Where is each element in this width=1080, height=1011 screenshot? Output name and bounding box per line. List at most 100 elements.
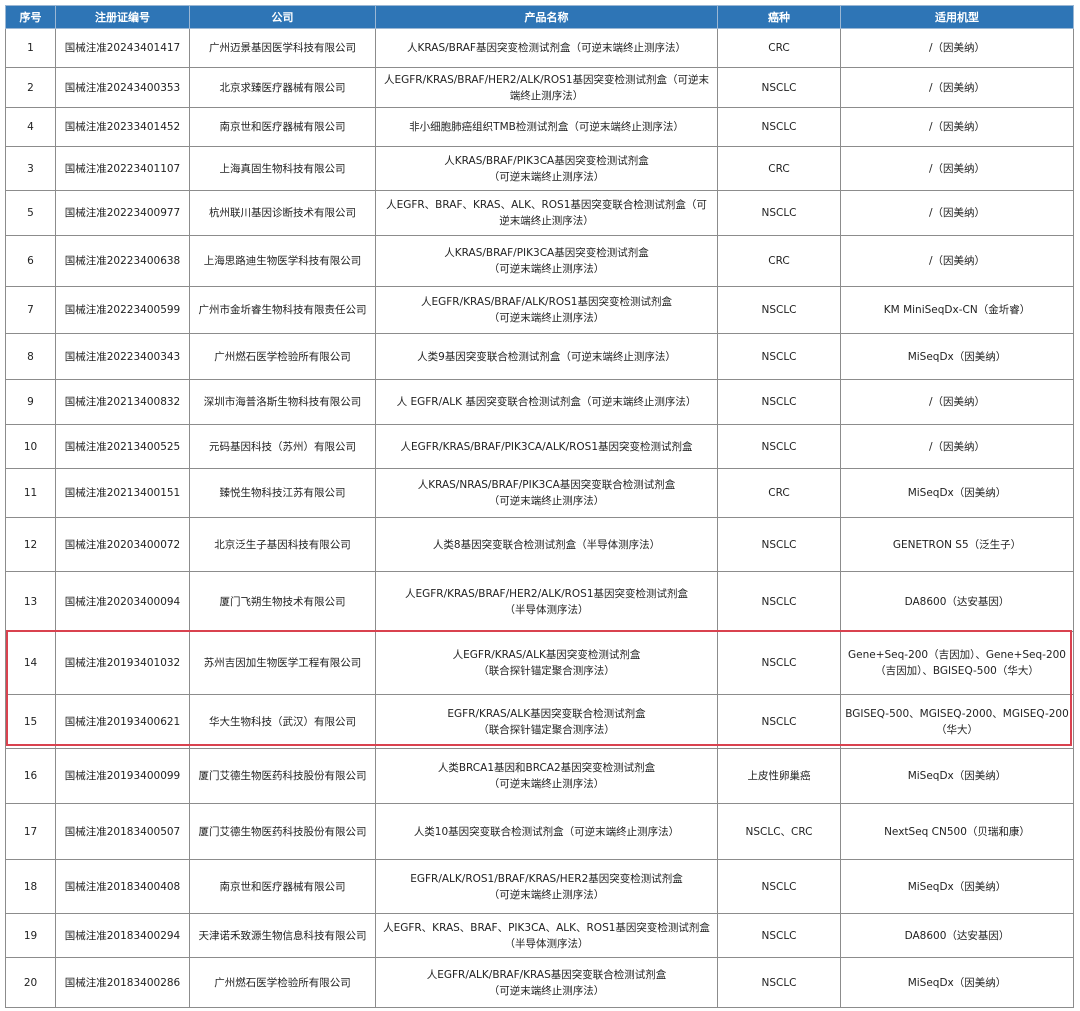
cell-no: 16: [5, 748, 56, 804]
cell-product: 人类10基因突变联合检测试剂盒（可逆末端终止测序法）: [375, 803, 718, 860]
cell-no: 19: [5, 913, 56, 958]
cell-cancer: NSCLC: [717, 517, 841, 572]
cell-platform: /（因美纳）: [840, 424, 1074, 469]
cell-no: 1: [5, 28, 56, 68]
cell-company: 广州燃石医学检验所有限公司: [189, 333, 376, 380]
cell-platform: MiSeqDx（因美纳）: [840, 859, 1074, 914]
cell-cancer: NSCLC、CRC: [717, 803, 841, 860]
header-cancer: 癌种: [717, 5, 841, 29]
cell-platform: NextSeq CN500（贝瑞和康）: [840, 803, 1074, 860]
cell-product: 人EGFR/ALK/BRAF/KRAS基因突变联合检测试剂盒 （可逆末端终止测序…: [375, 957, 718, 1008]
cell-cancer: NSCLC: [717, 859, 841, 914]
cell-reg: 国械注准20183400294: [55, 913, 190, 958]
cell-product: 人类BRCA1基因和BRCA2基因突变检测试剂盒 （可逆末端终止测序法）: [375, 748, 718, 804]
cell-company: 华大生物科技（武汉）有限公司: [189, 694, 376, 749]
cell-reg: 国械注准20203400072: [55, 517, 190, 572]
cell-reg: 国械注准20223400599: [55, 286, 190, 334]
table-row: 8 国械注准20223400343 广州燃石医学检验所有限公司 人类9基因突变联合检测…: [5, 333, 1074, 380]
table-row: 4 国械注准20233401452 南京世和医疗器械有限公司 非小细胞肺癌组织TMB检…: [5, 107, 1074, 147]
cell-product: 人EGFR/KRAS/BRAF/PIK3CA/ALK/ROS1基因突变检测试剂盒: [375, 424, 718, 469]
cell-reg: 国械注准20183400507: [55, 803, 190, 860]
cell-company: 厦门飞朔生物技术有限公司: [189, 571, 376, 632]
cell-product: 人EGFR、BRAF、KRAS、ALK、ROS1基因突变联合检测试剂盒（可 逆末…: [375, 190, 718, 236]
cell-product: 人EGFR/KRAS/BRAF/ALK/ROS1基因突变检测试剂盒 （可逆末端终…: [375, 286, 718, 334]
cell-platform: /（因美纳）: [840, 146, 1074, 191]
cell-company: 广州市金圻睿生物科技有限责任公司: [189, 286, 376, 334]
cell-product: 人 EGFR/ALK 基因突变联合检测试剂盒（可逆末端终止测序法）: [375, 379, 718, 425]
cell-reg: 国械注准20223400977: [55, 190, 190, 236]
cell-reg: 国械注准20213400525: [55, 424, 190, 469]
table-body: 1 国械注准20243401417 广州迈景基因医学科技有限公司 人KRAS/BRAF…: [5, 28, 1074, 1008]
cell-product: 非小细胞肺癌组织TMB检测试剂盒（可逆末端终止测序法）: [375, 107, 718, 147]
cell-company: 厦门艾德生物医药科技股份有限公司: [189, 803, 376, 860]
table-row: 16 国械注准20193400099 厦门艾德生物医药科技股份有限公司 人类BRCA1…: [5, 748, 1074, 804]
cell-company: 天津诺禾致源生物信息科技有限公司: [189, 913, 376, 958]
table-row: 1 国械注准20243401417 广州迈景基因医学科技有限公司 人KRAS/BRAF…: [5, 28, 1074, 68]
registration-table: 序号 注册证编号 公司 产品名称 癌种 适用机型 1 国械注准2024340141…: [5, 5, 1074, 1008]
table-row: 17 国械注准20183400507 厦门艾德生物医药科技股份有限公司 人类10基因突…: [5, 803, 1074, 860]
cell-platform: /（因美纳）: [840, 28, 1074, 68]
cell-cancer: NSCLC: [717, 913, 841, 958]
cell-reg: 国械注准20203400094: [55, 571, 190, 632]
cell-no: 8: [5, 333, 56, 380]
table-row: 11 国械注准20213400151 臻悦生物科技江苏有限公司 人KRAS/NRAS/…: [5, 468, 1074, 518]
cell-platform: MiSeqDx（因美纳）: [840, 333, 1074, 380]
cell-reg: 国械注准20193401032: [55, 631, 190, 695]
cell-reg: 国械注准20193400621: [55, 694, 190, 749]
table-row: 6 国械注准20223400638 上海思路迪生物医学科技有限公司 人KRAS/BRA…: [5, 235, 1074, 287]
cell-cancer: NSCLC: [717, 957, 841, 1008]
cell-platform: BGISEQ-500、MGISEQ-2000、MGISEQ-200 （华大）: [840, 694, 1074, 749]
cell-reg: 国械注准20233401452: [55, 107, 190, 147]
cell-company: 南京世和医疗器械有限公司: [189, 107, 376, 147]
cell-company: 杭州联川基因诊断技术有限公司: [189, 190, 376, 236]
cell-company: 广州迈景基因医学科技有限公司: [189, 28, 376, 68]
header-platform: 适用机型: [840, 5, 1074, 29]
cell-product: 人类8基因突变联合检测试剂盒（半导体测序法）: [375, 517, 718, 572]
cell-company: 北京泛生子基因科技有限公司: [189, 517, 376, 572]
table-row: 20 国械注准20183400286 广州燃石医学检验所有限公司 人EGFR/ALK/…: [5, 957, 1074, 1008]
cell-no: 17: [5, 803, 56, 860]
cell-reg: 国械注准20213400151: [55, 468, 190, 518]
cell-platform: DA8600（达安基因）: [840, 913, 1074, 958]
cell-company: 广州燃石医学检验所有限公司: [189, 957, 376, 1008]
table-row: 2 国械注准20243400353 北京求臻医疗器械有限公司 人EGFR/KRAS/B…: [5, 67, 1074, 108]
cell-no: 3: [5, 146, 56, 191]
cell-product: 人EGFR、KRAS、BRAF、PIK3CA、ALK、ROS1基因突变检测试剂盒…: [375, 913, 718, 958]
cell-reg: 国械注准20193400099: [55, 748, 190, 804]
cell-no: 4: [5, 107, 56, 147]
cell-reg: 国械注准20243400353: [55, 67, 190, 108]
cell-cancer: NSCLC: [717, 424, 841, 469]
cell-no: 12: [5, 517, 56, 572]
cell-platform: KM MiniSeqDx-CN（金圻睿）: [840, 286, 1074, 334]
table-row: 15 国械注准20193400621 华大生物科技（武汉）有限公司 EGFR/KRAS…: [5, 694, 1074, 749]
table-row: 14 国械注准20193401032 苏州吉因加生物医学工程有限公司 人EGFR/KR…: [5, 631, 1074, 695]
cell-product: 人EGFR/KRAS/ALK基因突变检测试剂盒 （联合探针锚定聚合测序法）: [375, 631, 718, 695]
cell-no: 5: [5, 190, 56, 236]
cell-platform: GENETRON S5（泛生子）: [840, 517, 1074, 572]
cell-platform: /（因美纳）: [840, 235, 1074, 287]
cell-company: 臻悦生物科技江苏有限公司: [189, 468, 376, 518]
cell-cancer: NSCLC: [717, 286, 841, 334]
cell-reg: 国械注准20223400638: [55, 235, 190, 287]
table-row: 3 国械注准20223401107 上海真固生物科技有限公司 人KRAS/BRAF/P…: [5, 146, 1074, 191]
header-reg: 注册证编号: [55, 5, 190, 29]
cell-no: 14: [5, 631, 56, 695]
cell-cancer: CRC: [717, 235, 841, 287]
cell-platform: /（因美纳）: [840, 107, 1074, 147]
cell-no: 20: [5, 957, 56, 1008]
cell-cancer: NSCLC: [717, 190, 841, 236]
cell-product: 人EGFR/KRAS/BRAF/HER2/ALK/ROS1基因突变检测试剂盒（可…: [375, 67, 718, 108]
cell-cancer: 上皮性卵巢癌: [717, 748, 841, 804]
cell-cancer: CRC: [717, 146, 841, 191]
cell-company: 北京求臻医疗器械有限公司: [189, 67, 376, 108]
cell-company: 深圳市海普洛斯生物科技有限公司: [189, 379, 376, 425]
cell-no: 2: [5, 67, 56, 108]
cell-product: 人KRAS/BRAF/PIK3CA基因突变检测试剂盒 （可逆末端终止测序法）: [375, 235, 718, 287]
cell-no: 15: [5, 694, 56, 749]
cell-company: 元码基因科技（苏州）有限公司: [189, 424, 376, 469]
cell-company: 上海思路迪生物医学科技有限公司: [189, 235, 376, 287]
cell-reg: 国械注准20183400408: [55, 859, 190, 914]
cell-company: 苏州吉因加生物医学工程有限公司: [189, 631, 376, 695]
table-row: 5 国械注准20223400977 杭州联川基因诊断技术有限公司 人EGFR、BRAF…: [5, 190, 1074, 236]
cell-product: 人KRAS/NRAS/BRAF/PIK3CA基因突变联合检测试剂盒 （可逆末端终…: [375, 468, 718, 518]
